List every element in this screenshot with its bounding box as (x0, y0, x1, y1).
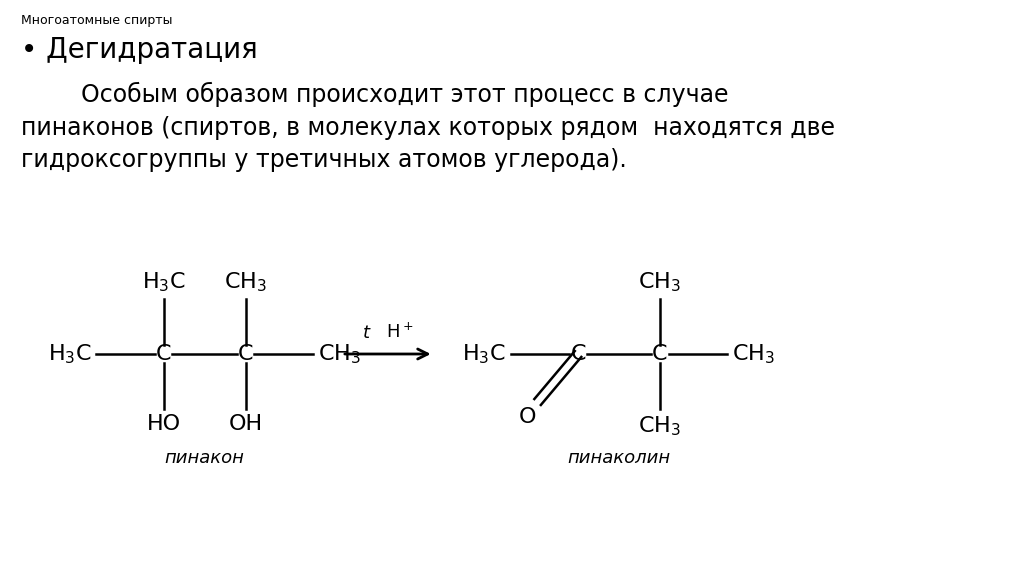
Text: C: C (238, 344, 253, 364)
Text: H$_3$C: H$_3$C (48, 342, 91, 366)
Text: H$_3$C: H$_3$C (142, 270, 185, 294)
Text: C: C (156, 344, 172, 364)
Text: CH$_3$: CH$_3$ (224, 270, 267, 294)
Text: • Дегидратация: • Дегидратация (22, 36, 258, 64)
Text: O: O (519, 407, 537, 427)
Text: CH$_3$: CH$_3$ (638, 414, 681, 437)
Text: пинакон: пинакон (165, 449, 245, 467)
Text: CH$_3$: CH$_3$ (638, 270, 681, 294)
Text: Многоатомные спирты: Многоатомные спирты (22, 14, 173, 27)
Text: пинаколин: пинаколин (567, 449, 671, 467)
Text: C: C (652, 344, 668, 364)
Text: H$_3$C: H$_3$C (462, 342, 506, 366)
Text: CH$_3$: CH$_3$ (317, 342, 360, 366)
Text: H$^+$: H$^+$ (386, 323, 413, 342)
Text: t: t (364, 324, 370, 342)
Text: HO: HO (146, 414, 181, 434)
Text: OH: OH (228, 414, 263, 434)
Text: Особым образом происходит этот процесс в случае
пинаконов (спиртов, в молекулах : Особым образом происходит этот процесс в… (22, 82, 836, 172)
Text: CH$_3$: CH$_3$ (732, 342, 775, 366)
Text: C: C (570, 344, 586, 364)
